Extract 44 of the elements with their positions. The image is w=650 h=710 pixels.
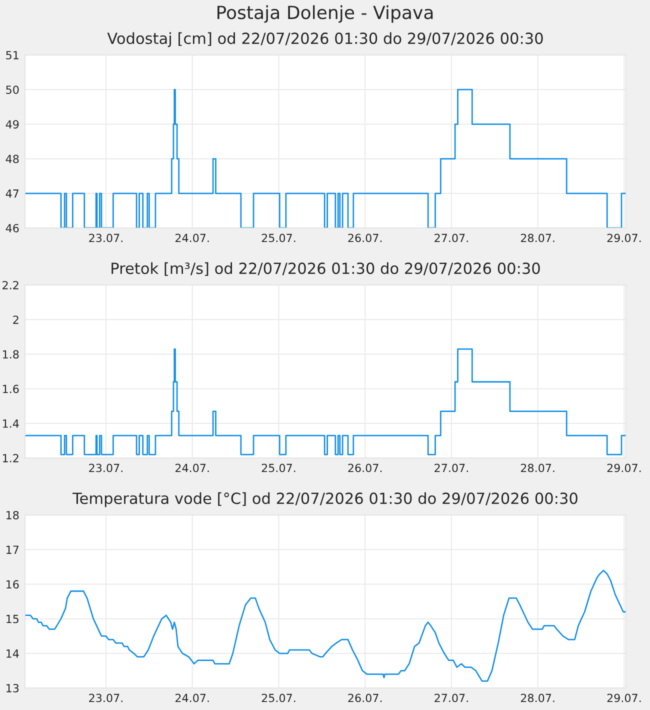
x-tick-label: 25.07. (262, 694, 296, 702)
x-tick-label: 24.07. (175, 464, 209, 472)
x-tick-label: 28.07. (520, 694, 554, 702)
x-tick-label: 27.07. (434, 694, 468, 702)
y-tick-label: 14 (6, 650, 19, 658)
x-tick-label: 28.07. (520, 464, 554, 472)
x-tick-label: 26.07. (348, 694, 382, 702)
x-tick-label: 25.07. (262, 464, 296, 472)
y-tick-label: 13 (6, 684, 19, 692)
y-tick-label: 49 (6, 120, 19, 129)
y-tick-label: 2 (13, 316, 18, 324)
x-tick-label: 25.07. (262, 234, 296, 242)
x-tick-label: 29.07. (607, 694, 641, 702)
x-tick-label: 24.07. (175, 694, 209, 702)
y-tick-label: 1.8 (2, 350, 19, 359)
x-tick-label: 29.07. (607, 234, 641, 242)
x-tick-label: 27.07. (434, 464, 468, 472)
x-tick-label: 28.07. (520, 234, 554, 242)
y-tick-label: 47 (6, 190, 18, 198)
x-tick-label: 26.07. (348, 234, 382, 242)
y-tick-label: 18 (6, 510, 19, 520)
x-tick-label: 24.07. (175, 234, 209, 242)
x-tick-label: 29.07. (607, 464, 641, 472)
x-tick-label: 23.07. (89, 234, 122, 242)
y-tick-label: 1.6 (2, 384, 19, 394)
x-tick-label: 26.07. (348, 464, 382, 472)
y-tick-label: 48 (6, 154, 19, 164)
chart-title: Pretok [m³/s] od 22/07/2026 01:30 do 29/07/2026 00:30 (112, 262, 540, 276)
y-tick-label: 2.2 (2, 280, 18, 290)
chart-title: Postaja Dolenje - Vipava (218, 5, 433, 23)
y-tick-label: 50 (6, 86, 19, 94)
x-tick-label: 23.07. (89, 464, 122, 472)
chart-title: Temperatura vode [°C] od 22/07/2026 01:30 do 29/07/2026 00:30 (72, 492, 578, 508)
y-tick-label: 51 (6, 51, 18, 60)
x-tick-label: 27.07. (434, 234, 468, 242)
y-tick-label: 1.4 (2, 420, 19, 428)
line-series (25, 570, 626, 682)
y-tick-label: 15 (6, 614, 18, 624)
x-tick-label: 23.07. (89, 694, 122, 702)
y-tick-label: 16 (6, 580, 19, 589)
y-tick-label: 1.2 (2, 454, 18, 462)
chart-subtitle: Vodostaj [cm] od 22/07/2026 01:30 do 29/07/2026 00:30 (107, 32, 543, 48)
y-tick-label: 46 (6, 224, 19, 232)
y-tick-label: 17 (6, 546, 18, 554)
